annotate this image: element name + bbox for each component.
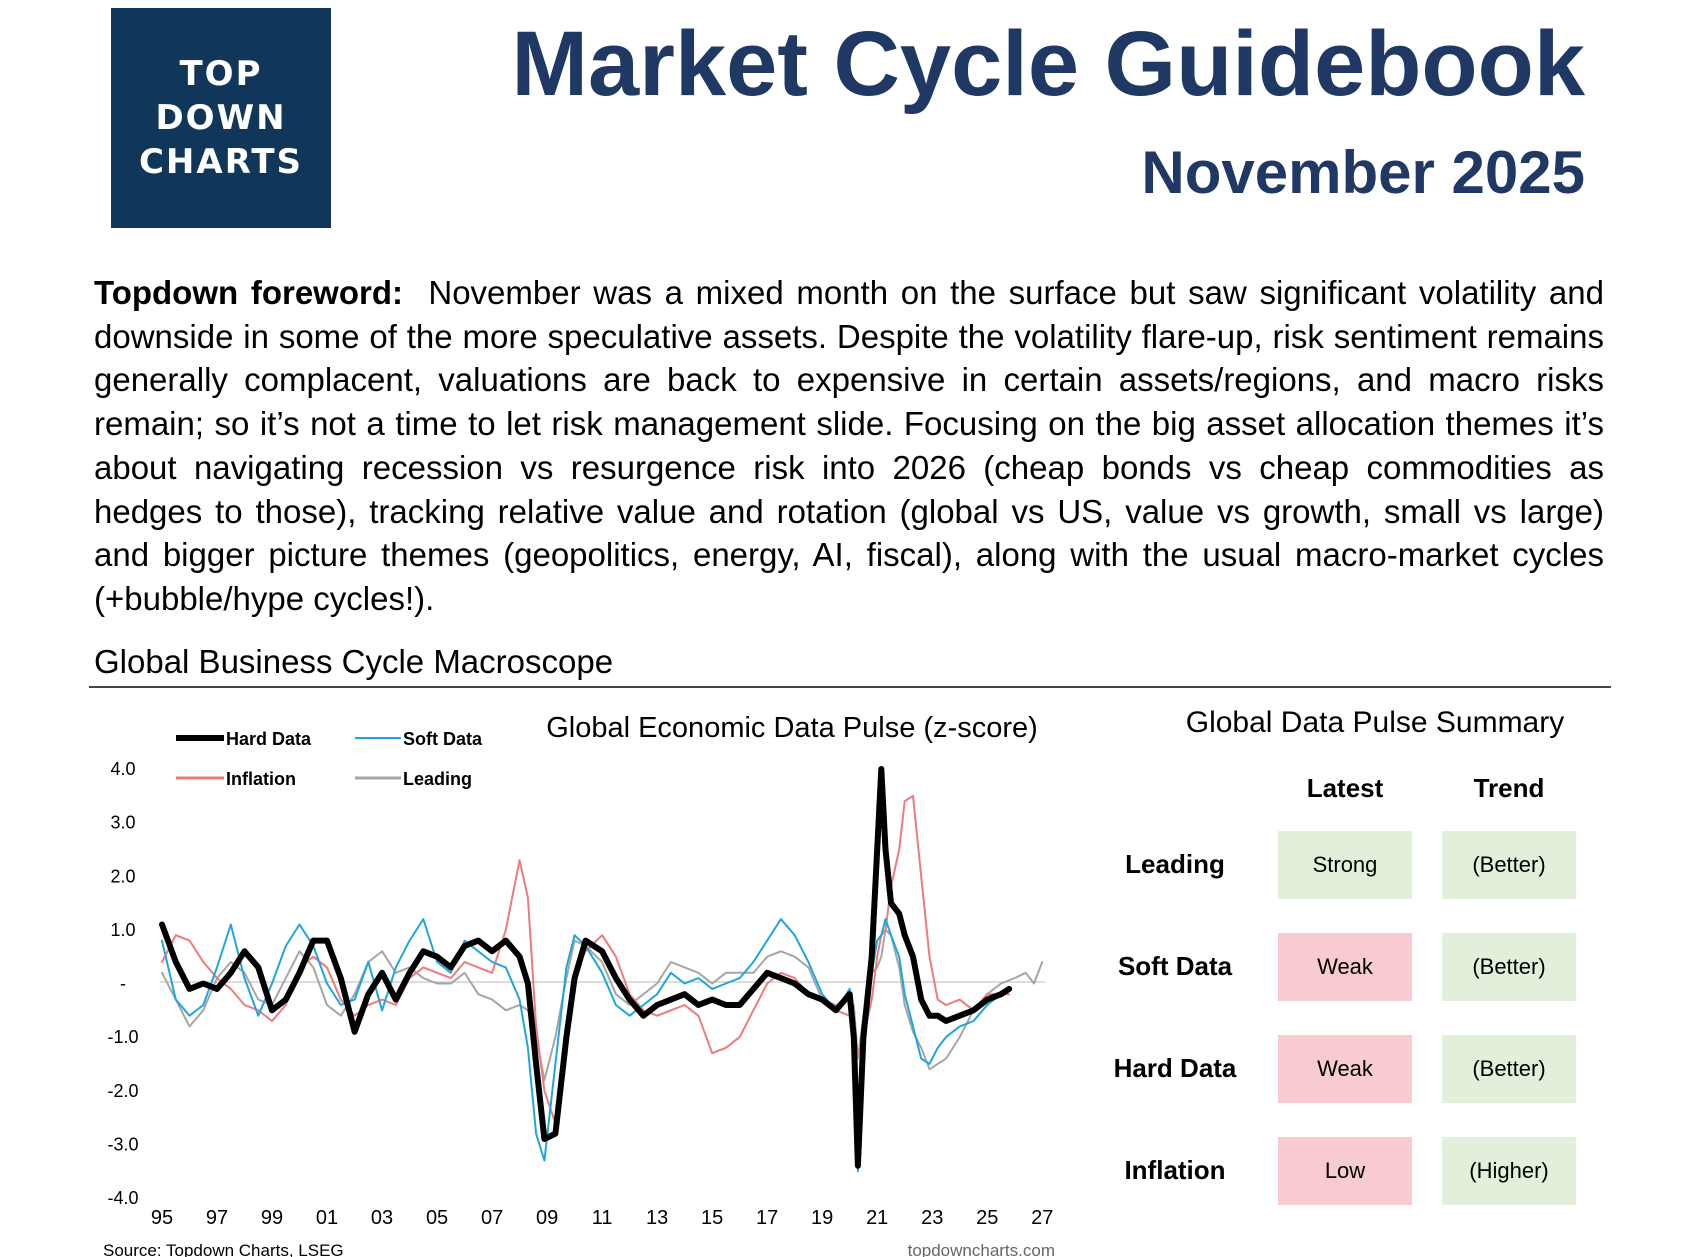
col-head-trend: Trend — [1473, 773, 1545, 803]
chart-watermark: topdowncharts.com — [908, 1241, 1055, 1257]
summary-title: Global Data Pulse Summary — [1185, 706, 1565, 739]
x-tick-label: 13 — [646, 1207, 668, 1229]
page-title: Market Cycle Guidebook — [511, 13, 1585, 115]
x-axis: 95 97 99 01 03 05 07 09 11 13 15 17 19 21 23 25 27 — [151, 1207, 1053, 1229]
cell-soft-latest: Weak — [1278, 933, 1412, 1001]
section-title: Global Business Cycle Macroscope — [94, 643, 614, 680]
logo: TOP DOWN CHARTS — [111, 8, 331, 228]
x-tick-label: 21 — [866, 1207, 888, 1229]
row-label-leading: Leading — [1125, 849, 1225, 879]
y-tick-label: -1.0 — [107, 1027, 138, 1047]
y-tick-label: -2.0 — [107, 1081, 138, 1101]
cell-hard-latest: Weak — [1278, 1035, 1412, 1103]
x-tick-label: 99 — [261, 1207, 283, 1229]
legend-label-leading: Leading — [403, 769, 472, 789]
x-tick-label: 97 — [206, 1207, 228, 1229]
logo-line-2: DOWN — [155, 98, 287, 138]
cell-inflation-latest: Low — [1278, 1137, 1412, 1205]
series-line-leading — [161, 928, 1044, 1081]
y-tick-label: 1.0 — [110, 920, 135, 940]
x-tick-label: 09 — [536, 1207, 558, 1229]
series-layer — [159, 766, 1044, 1173]
x-tick-label: 95 — [151, 1207, 173, 1229]
foreword-text: November was a mixed month on the surfac… — [94, 274, 1604, 617]
cell-hard-trend: (Better) — [1442, 1035, 1576, 1103]
row-label-hard-data: Hard Data — [1113, 1053, 1237, 1083]
x-tick-label: 01 — [316, 1207, 338, 1229]
legend-label-soft: Soft Data — [403, 729, 483, 749]
x-tick-label: 11 — [592, 1207, 613, 1229]
x-tick-label: 03 — [371, 1207, 393, 1229]
legend-label-inflation: Inflation — [226, 769, 296, 789]
y-tick-label: -3.0 — [107, 1134, 138, 1154]
x-tick-label: 23 — [921, 1207, 943, 1229]
cell-leading-latest: Strong — [1278, 831, 1412, 899]
y-tick-label: - — [120, 974, 126, 994]
x-tick-label: 19 — [811, 1207, 833, 1229]
y-tick-label: -4.0 — [107, 1188, 138, 1208]
logo-line-3: CHARTS — [138, 142, 304, 182]
foreword-label: Topdown foreword: — [94, 274, 403, 311]
series-line-inflation — [161, 794, 1011, 1124]
x-tick-label: 05 — [426, 1207, 448, 1229]
x-tick-label: 15 — [701, 1207, 723, 1229]
series-line-soft — [161, 918, 1011, 1173]
legend-label-hard: Hard Data — [226, 729, 312, 749]
x-tick-label: 17 — [756, 1207, 778, 1229]
y-tick-label: 2.0 — [110, 866, 135, 886]
series-line-hard — [159, 766, 1013, 1169]
cell-leading-trend: (Better) — [1442, 831, 1576, 899]
cell-soft-trend: (Better) — [1442, 933, 1576, 1001]
cell-inflation-trend: (Higher) — [1442, 1137, 1576, 1205]
chart-source: Source: Topdown Charts, LSEG — [103, 1241, 344, 1257]
x-tick-label: 07 — [481, 1207, 503, 1229]
row-label-inflation: Inflation — [1124, 1155, 1226, 1185]
col-head-latest: Latest — [1306, 773, 1384, 803]
x-tick-label: 27 — [1031, 1207, 1053, 1229]
logo-line-1: TOP — [179, 54, 263, 94]
y-tick-label: 4.0 — [110, 759, 135, 779]
y-tick-label: 3.0 — [110, 813, 135, 833]
page-date: November 2025 — [1141, 139, 1585, 206]
chart-title: Global Economic Data Pulse (z-score) — [546, 712, 1038, 744]
foreword-paragraph: Topdown foreword: November was a mixed m… — [94, 271, 1604, 621]
section-divider — [89, 686, 1611, 688]
y-axis: 4.0 3.0 2.0 1.0 - -1.0 -2.0 -3.0 -4.0 — [107, 759, 138, 1208]
chart-legend: Hard Data Soft Data Inflation Leading — [176, 729, 483, 789]
row-label-soft-data: Soft Data — [1117, 951, 1233, 981]
x-tick-label: 25 — [976, 1207, 998, 1229]
